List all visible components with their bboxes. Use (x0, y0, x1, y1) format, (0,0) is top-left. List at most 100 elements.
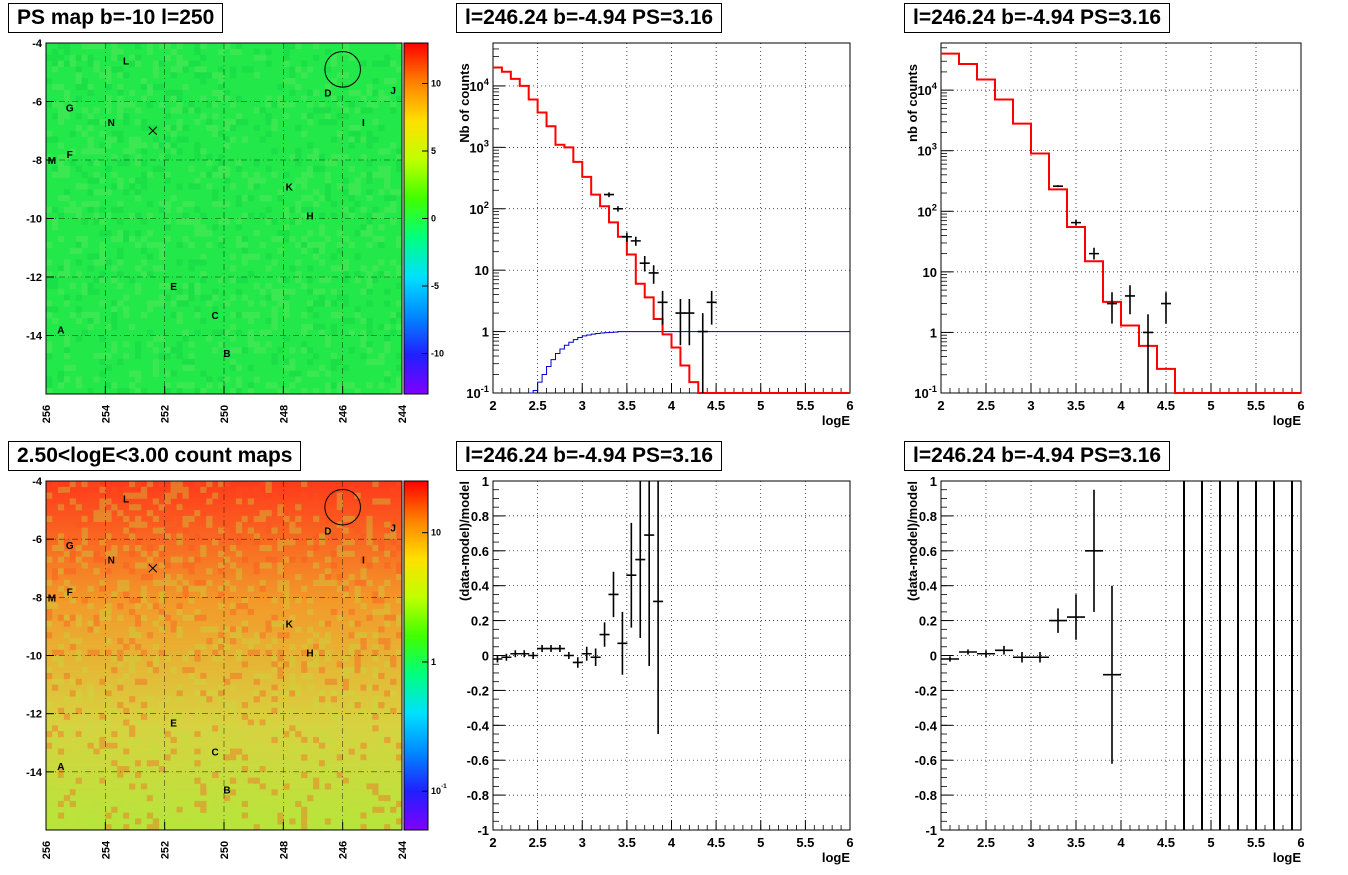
source-label-a: A (57, 762, 64, 773)
colorbar-tick-label: 10-1 (431, 783, 447, 796)
residual-point (653, 481, 664, 735)
source-label-h: H (306, 212, 313, 223)
residual-point (635, 481, 646, 639)
y-tick-label: 0.4 (919, 579, 938, 594)
x-tick-label: 2.5 (529, 398, 547, 413)
y-tick-label: 0.8 (919, 509, 937, 524)
source-label-a: A (57, 326, 64, 337)
source-label-e: E (170, 718, 177, 729)
data-point (648, 265, 659, 284)
data-point (1053, 185, 1063, 188)
source-label-g: G (66, 103, 74, 114)
source-label-j: J (390, 524, 396, 535)
y-tick-label: 10-1 (466, 384, 489, 401)
x-tick-label: 3.5 (618, 835, 636, 850)
source-label-l: L (123, 494, 129, 505)
data-point (604, 192, 615, 198)
residual-point (590, 648, 601, 666)
cross-marker (148, 126, 158, 136)
x-tick-label: 254 (100, 404, 112, 423)
x-tick-label: 244 (397, 840, 409, 859)
x-tick-label: 5.5 (796, 835, 814, 850)
y-tick-label: 0.2 (471, 614, 489, 629)
y-tick-label: -4 (32, 38, 43, 50)
x-tick-label: 256 (41, 405, 53, 423)
x-tick-label: 246 (338, 841, 350, 859)
ps-map-title: PS map b=-10 l=250 (8, 3, 224, 33)
residual-point (537, 645, 548, 653)
y-tick-label: 10-1 (914, 384, 937, 401)
x-tick-label: 4 (1117, 835, 1125, 850)
data-point (1161, 292, 1171, 324)
residual-point (581, 646, 592, 661)
data-point (1143, 314, 1153, 393)
x-tick-label: 2.5 (977, 398, 995, 413)
source-label-e: E (170, 282, 177, 293)
y-tick-label: -1 (925, 823, 937, 838)
source-label-d: D (324, 89, 331, 100)
x-axis-label: logE (1273, 413, 1301, 428)
residual-point (959, 649, 977, 655)
x-tick-label: 2 (937, 398, 944, 413)
data-point (1071, 219, 1081, 226)
y-tick-label: 10 (923, 265, 937, 280)
x-axis-label: logE (822, 850, 850, 865)
x-tick-label: 3.5 (618, 398, 636, 413)
source-label-l: L (123, 57, 129, 68)
residual-point (554, 645, 565, 653)
grid (941, 43, 1301, 393)
colorbar (404, 481, 428, 830)
residual-point (608, 571, 619, 618)
x-tick-label: 3 (1027, 398, 1034, 413)
y-tick-label: -0.2 (915, 683, 937, 698)
x-tick-label: 244 (397, 404, 409, 423)
residual-point (1103, 585, 1121, 764)
count-map-title: 2.50<logE<3.00 count maps (8, 441, 302, 471)
y-tick-label: 0.2 (919, 614, 937, 629)
source-label-m: M (48, 156, 56, 167)
y-tick-label: 103 (917, 142, 937, 159)
y-tick-label: -4 (32, 476, 43, 488)
cross-marker (148, 563, 158, 573)
residual-point (1067, 594, 1085, 640)
y-tick-label: -0.8 (915, 788, 937, 803)
y-axis-label: Nb of counts (457, 63, 472, 142)
y-tick-label: 104 (469, 77, 489, 94)
grid (941, 481, 1301, 830)
y-tick-label: -14 (26, 331, 43, 343)
y-tick-label: 103 (469, 138, 489, 155)
data-point (697, 313, 708, 393)
x-tick-label: 4 (668, 398, 676, 413)
x-tick-label: 5.5 (1247, 398, 1265, 413)
x-tick-label: 3.5 (1067, 835, 1085, 850)
x-tick-label: 4.5 (707, 398, 725, 413)
data-point (1125, 285, 1135, 315)
y-tick-label: 102 (917, 202, 937, 219)
x-tick-label: 248 (278, 405, 290, 423)
x-tick-label: 5 (757, 398, 764, 413)
y-tick-label: 1 (482, 474, 489, 489)
residual-point (644, 481, 655, 666)
y-tick-label: -10 (26, 214, 42, 226)
residual-point (1013, 652, 1031, 663)
x-tick-label: 246 (338, 405, 350, 423)
x-tick-label: 6 (846, 835, 853, 850)
colorbar-tick-label: -5 (431, 281, 439, 291)
data-point (639, 256, 650, 272)
x-tick-label: 4.5 (1157, 835, 1175, 850)
spectrum-binned-title: l=246.24 b=-4.94 PS=3.16 (904, 3, 1171, 33)
source-label-i: I (362, 556, 365, 567)
x-tick-label: 2 (489, 835, 496, 850)
source-label-b: B (223, 785, 230, 796)
x-tick-label: 2.5 (977, 835, 995, 850)
residual-point (519, 650, 530, 658)
x-tick-label: 2 (937, 835, 944, 850)
residual-point (626, 522, 637, 628)
colorbar-tick-label: 1 (431, 657, 436, 667)
x-tick-label: 250 (219, 841, 231, 859)
colorbar-frame (403, 480, 429, 831)
y-axis-label: nb of counts (905, 64, 920, 142)
map-texture (46, 481, 403, 831)
y-tick-label: 0.6 (471, 544, 489, 559)
